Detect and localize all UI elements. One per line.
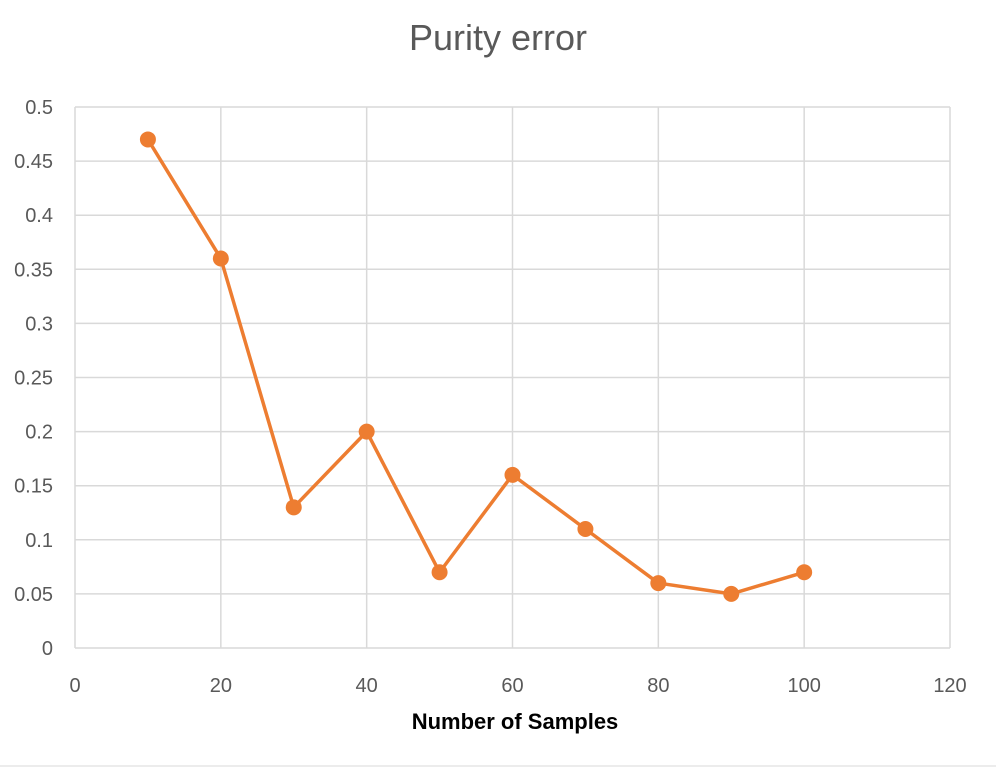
y-tick-label: 0.1 (25, 530, 53, 552)
x-tick-label: 100 (787, 675, 820, 697)
data-point (650, 575, 667, 592)
y-tick-label: 0.05 (14, 584, 53, 606)
data-point (212, 250, 229, 267)
y-tick-label: 0.5 (25, 97, 53, 119)
data-point (504, 466, 521, 483)
data-point (139, 131, 156, 148)
data-point (358, 423, 375, 440)
x-tick-label: 40 (356, 675, 378, 697)
data-point (285, 499, 302, 516)
y-tick-label: 0.35 (14, 259, 53, 281)
chart-title: Purity error (409, 17, 587, 58)
x-tick-label: 80 (647, 675, 669, 697)
data-point (723, 585, 740, 602)
x-tick-label: 20 (210, 675, 232, 697)
x-tick-label: 60 (501, 675, 523, 697)
y-tick-label: 0.45 (14, 151, 53, 173)
y-axis-ticks: 0 0.05 0.1 0.15 0.2 0.25 0.3 0.35 0.4 0.45 0.5 (14, 97, 53, 660)
data-point (431, 564, 448, 581)
y-tick-label: 0 (42, 638, 53, 660)
grid (74, 106, 951, 649)
data-point (796, 564, 813, 581)
y-tick-label: 0.3 (25, 313, 53, 335)
series-layer (139, 131, 813, 602)
y-tick-label: 0.25 (14, 368, 53, 390)
y-tick-label: 0.4 (25, 205, 53, 227)
y-tick-label: 0.2 (25, 422, 53, 444)
y-tick-label: 0.15 (14, 476, 53, 498)
data-point (577, 520, 594, 537)
series-line (146, 137, 806, 596)
x-tick-label: 120 (933, 675, 966, 697)
x-axis-ticks: 0 20 40 60 80 100 120 (69, 675, 966, 697)
x-tick-label: 0 (69, 675, 80, 697)
x-axis-title: Number of Samples (412, 709, 619, 734)
